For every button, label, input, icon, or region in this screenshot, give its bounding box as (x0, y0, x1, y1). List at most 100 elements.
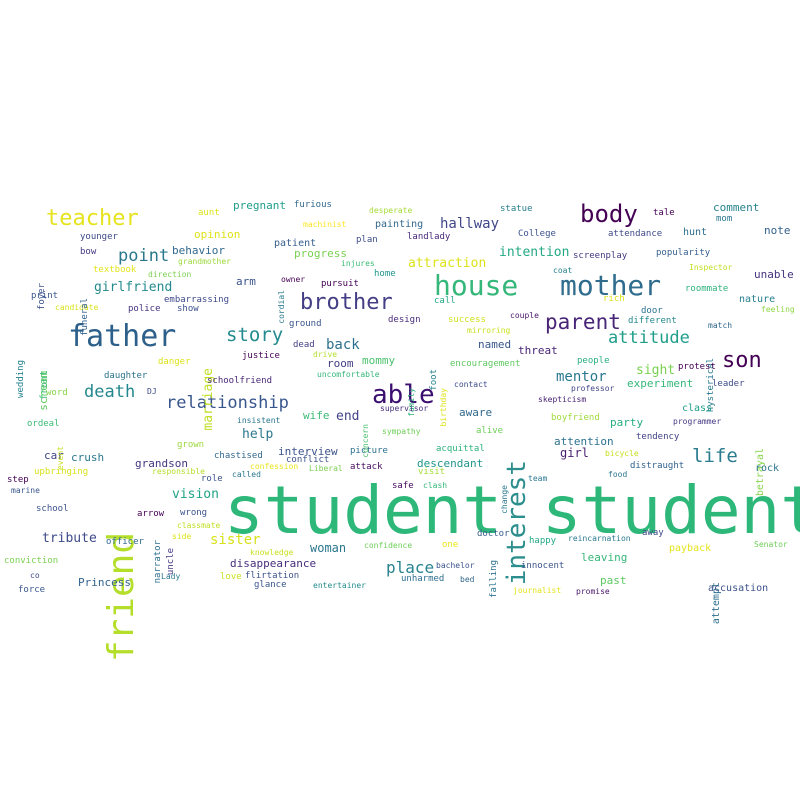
cloud-word-unable: unable (754, 268, 794, 281)
cloud-word-disappearance: disappearance (230, 557, 317, 570)
cloud-word-sympathy: sympathy (382, 427, 421, 436)
cloud-word-room: room (327, 357, 354, 370)
cloud-word-conviction: conviction (4, 556, 59, 566)
cloud-word-wedding: wedding (16, 360, 26, 398)
cloud-word-ground: ground (289, 319, 322, 329)
cloud-word-wrong: wrong (180, 508, 208, 518)
cloud-word-danger: danger (158, 357, 191, 367)
cloud-word-attendance: attendance (608, 229, 663, 239)
cloud-word-grandson: grandson (135, 457, 188, 470)
cloud-word-past: past (600, 574, 627, 587)
cloud-word-happy: happy (529, 536, 557, 546)
cloud-word-comment: comment (713, 201, 760, 214)
cloud-word-named: named (478, 338, 512, 351)
cloud-word-embarrassing: embarrassing (164, 295, 230, 305)
cloud-word-visit: visit (418, 467, 446, 477)
cloud-word-attack: attack (350, 462, 383, 472)
cloud-word-supervisor: supervisor (380, 404, 429, 413)
cloud-word-descendant: descendant (417, 457, 484, 470)
cloud-word-back: back (326, 337, 360, 353)
cloud-word-side: side (172, 532, 192, 541)
cloud-word-bicycle: bicycle (605, 449, 639, 458)
cloud-word-statue: statue (500, 204, 533, 214)
cloud-word-teacher: teacher (46, 206, 139, 231)
cloud-word-responsible: responsible (152, 467, 205, 476)
cloud-word-sight: sight (636, 363, 676, 378)
cloud-word-rich: rich (603, 294, 625, 304)
cloud-word-hallway: hallway (440, 216, 500, 232)
cloud-word-one: one (442, 540, 459, 550)
cloud-word-police: police (128, 304, 161, 314)
cloud-word-nature: nature (739, 294, 776, 305)
cloud-word-match: match (708, 321, 733, 330)
cloud-word-inspector: Inspector (689, 263, 733, 272)
cloud-word-people: people (577, 356, 610, 366)
cloud-word-schoolfriend: schoolfriend (207, 376, 273, 386)
cloud-word-crush: crush (71, 451, 105, 464)
cloud-word-mirroring: mirroring (467, 326, 511, 335)
cloud-word-landlady: landlady (407, 232, 451, 242)
cloud-word-progress: progress (294, 247, 347, 260)
cloud-word-woman: woman (310, 541, 347, 555)
cloud-word-door: door (641, 306, 663, 316)
cloud-word-sister: sister (210, 532, 261, 548)
cloud-word-accusation: accusation (708, 583, 769, 594)
cloud-word-drive: drive (313, 350, 338, 359)
cloud-word-cordial: cordial (277, 290, 286, 324)
cloud-word-school: school (36, 504, 69, 514)
cloud-word-death: death (84, 382, 136, 402)
cloud-word-co: co (30, 571, 40, 580)
cloud-word-flirtation: flirtation (245, 571, 300, 581)
cloud-word-relationship: relationship (166, 393, 289, 413)
cloud-word-confession: confession (250, 462, 299, 471)
cloud-word-help: help (242, 427, 274, 442)
cloud-word-distraught: distraught (630, 461, 685, 471)
cloud-word-birthday: birthday (439, 388, 448, 427)
cloud-word-arm: arm (236, 275, 256, 288)
cloud-word-student-student: student student (224, 472, 800, 549)
cloud-word-love: love (220, 572, 242, 582)
cloud-word-conflict: conflict (286, 455, 330, 465)
cloud-word-direction: direction (148, 270, 192, 279)
cloud-word-plan: plan (356, 235, 378, 245)
cloud-word-marine: marine (11, 486, 40, 495)
cloud-word-role: role (201, 474, 223, 484)
cloud-word-party: party (610, 416, 644, 429)
cloud-word-clash: clash (423, 481, 448, 490)
cloud-word-dj: DJ (147, 387, 157, 396)
cloud-word-classmate: classmate (177, 521, 221, 530)
cloud-word-pregnant: pregnant (233, 199, 286, 212)
cloud-word-unharmed: unharmed (401, 574, 445, 584)
cloud-word-professor: professor (571, 384, 615, 393)
cloud-word-acquittal: acquittal (436, 444, 485, 454)
cloud-word-daughter: daughter (104, 371, 148, 381)
cloud-word-son: son (722, 348, 762, 373)
cloud-word-machinist: machinist (303, 220, 347, 229)
cloud-word-senator: Senator (754, 540, 788, 549)
cloud-word-patient: patient (274, 238, 317, 249)
cloud-word-injures: injures (341, 259, 375, 268)
cloud-word-foot: foot (429, 369, 439, 391)
cloud-word-falling: falling (489, 560, 499, 598)
cloud-word-glance: glance (254, 580, 287, 590)
cloud-word-princess: Princess (78, 576, 131, 589)
cloud-word-wife: wife (303, 409, 330, 422)
cloud-word-mother: mother (560, 269, 662, 302)
cloud-word-girlfriend: girlfriend (94, 280, 173, 295)
cloud-word-design: design (388, 315, 421, 325)
cloud-word-interview: interview (278, 445, 338, 458)
cloud-word-insistent: insistent (237, 416, 281, 425)
cloud-word-change: change (500, 485, 509, 514)
cloud-word-officer: officer (106, 537, 144, 547)
cloud-word-promise: promise (576, 587, 610, 596)
cloud-word-food: food (608, 470, 628, 479)
cloud-word-behavior: behavior (172, 244, 225, 257)
cloud-word-furious: furious (294, 200, 332, 210)
cloud-word-place: place (386, 558, 435, 577)
cloud-word-candidate: candidate (55, 303, 99, 312)
cloud-word-aunt: aunt (198, 208, 220, 218)
cloud-word-alive: alive (476, 426, 504, 436)
cloud-word-mom: mom (716, 214, 733, 224)
cloud-word-arrow: arrow (137, 509, 165, 519)
